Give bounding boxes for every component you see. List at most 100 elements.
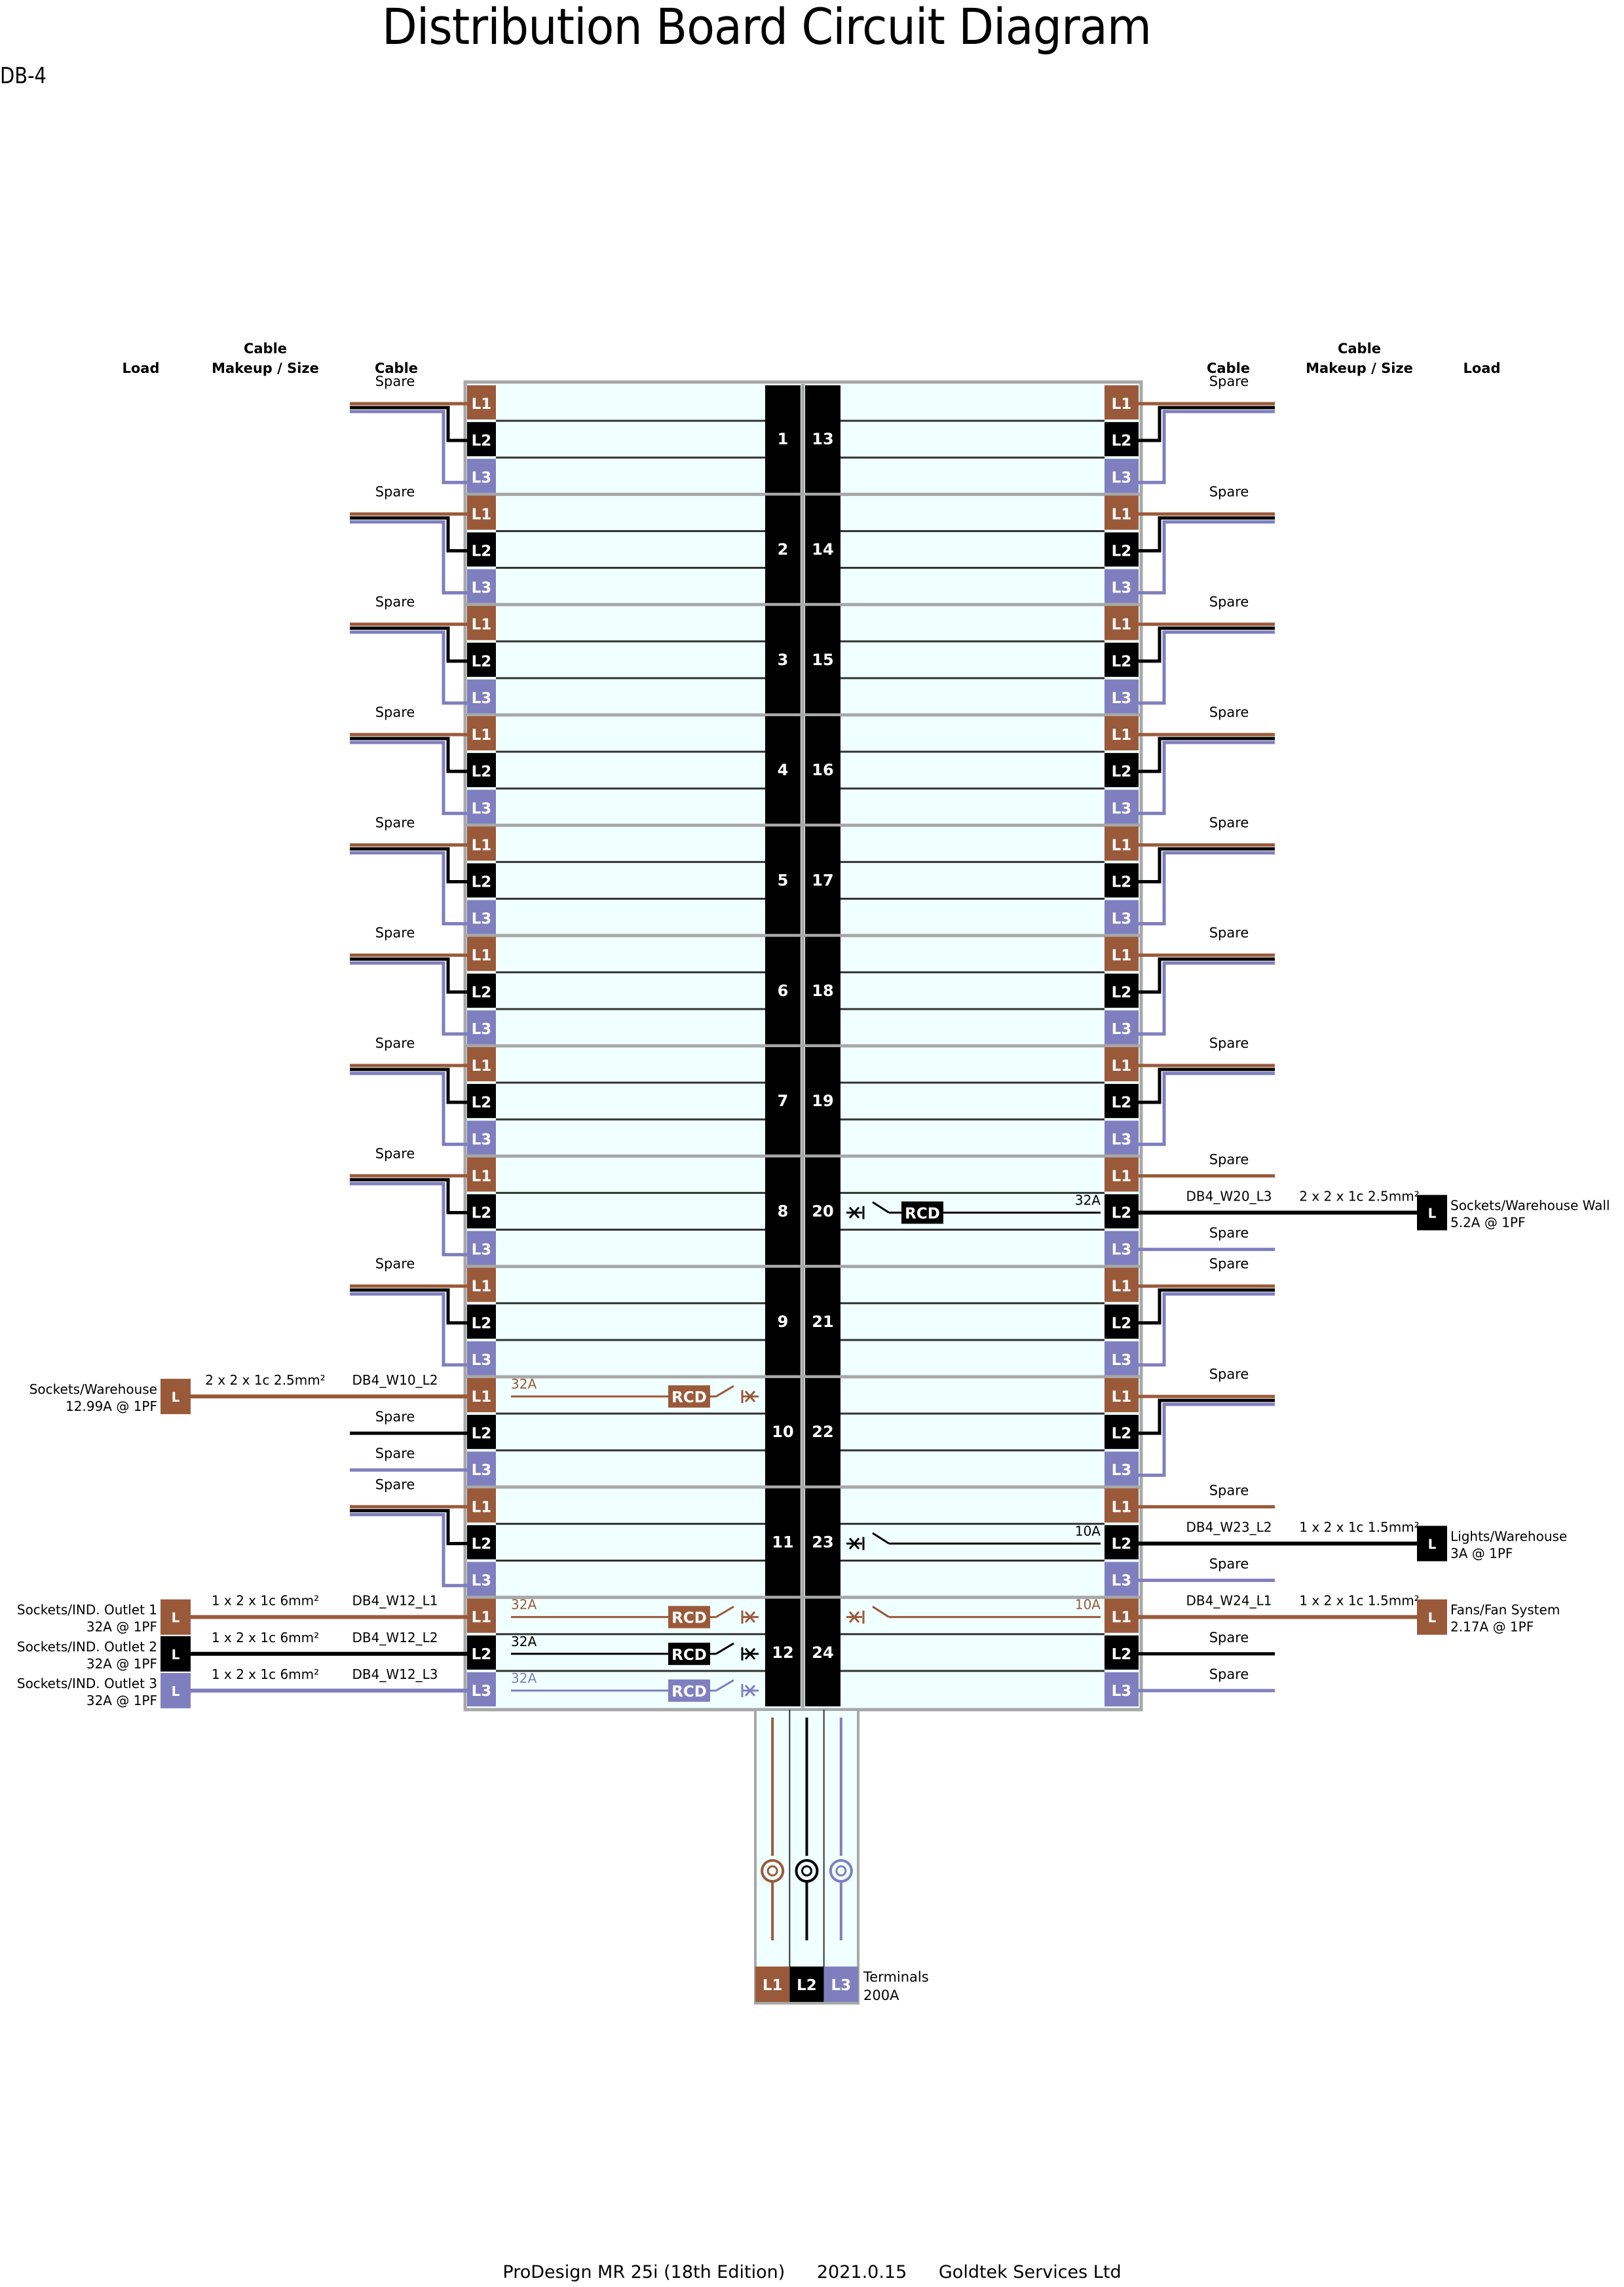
load-box[interactable] [1417, 1599, 1447, 1635]
spare-cable-l2 [1139, 516, 1275, 552]
phase-label-text: L3 [1112, 580, 1132, 597]
spare-label: Spare [1209, 1630, 1249, 1645]
rcd-box [901, 1201, 943, 1224]
footer: ProDesign MR 25i (18th Edition) 2021.0.1… [0, 2262, 1624, 2282]
circuit-22: Spare [1139, 1366, 1275, 1477]
phase-label-text: L1 [1112, 1278, 1132, 1296]
phase-label-text: L1 [1112, 1168, 1132, 1185]
phase-label-l1 [467, 716, 496, 751]
way-number-bar-7 [765, 1047, 801, 1155]
circuit-10: 32A RCD DB4_W10_L2 2 x 2 x 1c 2.5mm² L Socket… [29, 1372, 759, 1472]
load-box-label: L [172, 1647, 180, 1662]
phase-label-text: L2 [472, 763, 492, 780]
phase-label-text: L2 [472, 1204, 492, 1221]
phase-label-l2 [1105, 1415, 1139, 1450]
phase-label-l1 [1105, 826, 1139, 861]
phase-label-text: L3 [472, 690, 492, 707]
phase-label-text: L1 [1112, 1499, 1132, 1516]
way-number: 22 [812, 1423, 833, 1441]
spare-label: Spare [1209, 594, 1249, 610]
phase-label-text: L1 [1112, 1389, 1132, 1406]
phase-label-l3 [467, 900, 496, 934]
phase-label-text: L2 [1112, 1315, 1132, 1332]
load-box[interactable] [161, 1672, 191, 1708]
spare-label: Spare [1209, 1256, 1249, 1272]
way-number: 9 [778, 1313, 789, 1331]
spare-cable-l2 [1139, 626, 1275, 663]
way-group-8-20: L1 L1 L2 L2 L3 L3 8 20 [465, 1154, 1141, 1265]
phase-label-l1 [467, 385, 496, 420]
circuit-8: Spare [350, 1145, 467, 1257]
load-name: Sockets/Warehouse [29, 1381, 157, 1397]
header-right-cable-makeup: Cable Makeup / Size [1304, 339, 1415, 378]
phase-label-text: L2 [472, 984, 492, 1001]
way-number: 17 [812, 871, 833, 889]
phase-label-l1 [1105, 385, 1139, 420]
spare-cable-l3 [1139, 1292, 1275, 1367]
switch-contact [715, 1642, 734, 1655]
circuit-16: Spare [1139, 704, 1275, 815]
phase-label-text: L1 [472, 1499, 492, 1516]
spare-label: Spare [1209, 1556, 1249, 1572]
phase-label-text: L2 [472, 1646, 492, 1663]
phase-label-text: L2 [472, 432, 492, 450]
spare-cable-l3 [350, 410, 467, 484]
spare-label: Spare [1209, 1666, 1249, 1682]
spare-cable-l3 [350, 851, 467, 926]
circuit-11: Spare [350, 1476, 467, 1588]
load-box[interactable] [1417, 1195, 1447, 1231]
breaker-rating: 32A [511, 1670, 537, 1686]
phase-label-l3 [467, 569, 496, 604]
phase-label-text: L1 [1112, 948, 1132, 965]
rcd-box [668, 1679, 710, 1702]
phase-label-l3 [1105, 790, 1139, 824]
phase-label-text: L3 [1112, 1131, 1132, 1148]
phase-label-text: L3 [472, 1573, 492, 1590]
way-number: 8 [778, 1202, 789, 1220]
circuit-24: 10A DB4_W24_L1 1 x 2 x 1c 1.5mm² L Fans/Fan … [846, 1593, 1560, 1693]
phase-label-text: L3 [472, 1242, 492, 1259]
phase-label-l3 [467, 1451, 496, 1486]
switch-contact [872, 1201, 890, 1214]
load-box[interactable] [161, 1636, 191, 1672]
spare-label: Spare [375, 815, 415, 830]
terminals-label: Terminals [863, 1969, 929, 1985]
phase-label-l1 [1105, 1157, 1139, 1192]
phase-label-text: L2 [1112, 763, 1132, 780]
load-box[interactable] [161, 1379, 191, 1415]
way-number-bar-17 [805, 826, 840, 934]
circuit-7: Spare [350, 1035, 467, 1146]
header-left-load: Load [122, 360, 160, 376]
way-number-bar-6 [765, 936, 801, 1045]
way-number-bar-12 [765, 1598, 801, 1706]
spare-cable-l2 [1139, 1288, 1275, 1325]
cable-reference: DB4_W12_L2 [352, 1630, 438, 1645]
way-group-2-14: L1 L1 L2 L2 L3 L3 2 14 [465, 492, 1141, 604]
phase-label-text: L3 [1112, 1242, 1132, 1259]
phase-label-text: L1 [1112, 1609, 1132, 1626]
way-number-bar-11 [765, 1488, 801, 1596]
phase-label-text: L3 [1112, 911, 1132, 928]
phase-label-l3 [1105, 1341, 1139, 1375]
cable-makeup: 1 x 2 x 1c 1.5mm² [1299, 1519, 1419, 1535]
phase-label-l2 [1105, 1084, 1139, 1119]
cable-reference: DB4_W23_L2 [1186, 1519, 1272, 1535]
phase-label-text: L2 [1112, 874, 1132, 891]
circuit-6: Spare [350, 925, 467, 1036]
phase-label-l1 [1105, 936, 1139, 971]
phase-label-l1 [1105, 495, 1139, 530]
spare-cable-l2 [350, 1178, 467, 1214]
way-number-bar-19 [805, 1047, 840, 1155]
load-box[interactable] [161, 1599, 191, 1635]
way-number-bar-5 [765, 826, 801, 934]
load-box[interactable] [1417, 1526, 1447, 1562]
phase-label-l2 [467, 1304, 496, 1339]
spare-cable-l2 [1139, 957, 1275, 994]
phase-label-text: L3 [1112, 690, 1132, 707]
breaker-cross-icon [744, 1647, 756, 1660]
phase-label-l3 [1105, 1121, 1139, 1155]
breaker-rating: 10A [1075, 1597, 1101, 1613]
phase-label-l2 [1105, 1304, 1139, 1339]
spare-label: Spare [1209, 1366, 1249, 1382]
way-number-bar-2 [765, 495, 801, 604]
